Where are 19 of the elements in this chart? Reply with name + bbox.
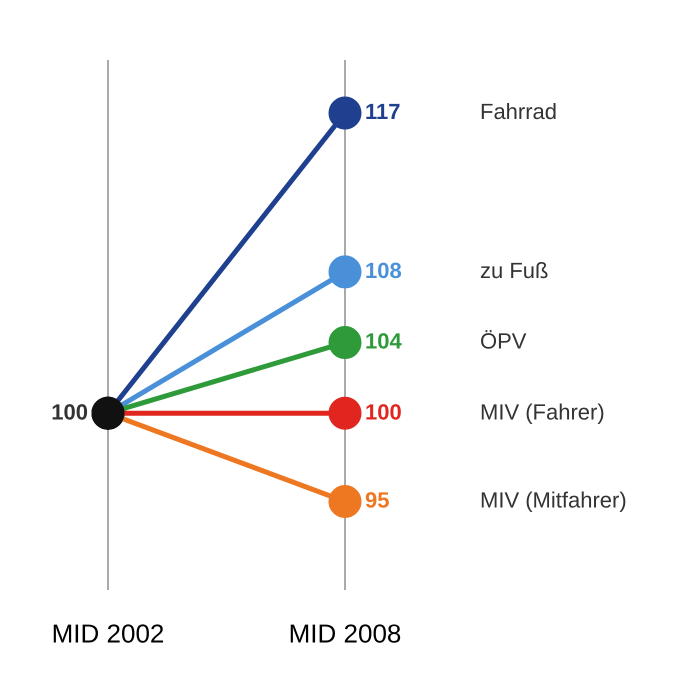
point: [328, 255, 362, 288]
x-tick-label: MID 2008: [288, 618, 402, 649]
text: Fahrrad: [480, 99, 558, 124]
text: MIV (Mitfahrer): [480, 488, 627, 513]
text: ÖPV: [480, 328, 527, 354]
data-label: 95: [365, 488, 390, 513]
point: [328, 396, 362, 430]
text: zu Fuß: [480, 258, 548, 283]
data-label: 100: [51, 399, 88, 424]
data-label: 117: [365, 99, 400, 124]
point: [328, 96, 362, 130]
x-tick-label: MID 2002: [52, 618, 164, 649]
data-label: 104: [365, 328, 402, 354]
text: MIV (Fahrer): [480, 399, 605, 424]
data-label: 100: [365, 399, 402, 424]
point: [92, 396, 124, 430]
data-label: 108: [365, 258, 402, 283]
point: [328, 485, 362, 518]
point: [328, 326, 362, 360]
